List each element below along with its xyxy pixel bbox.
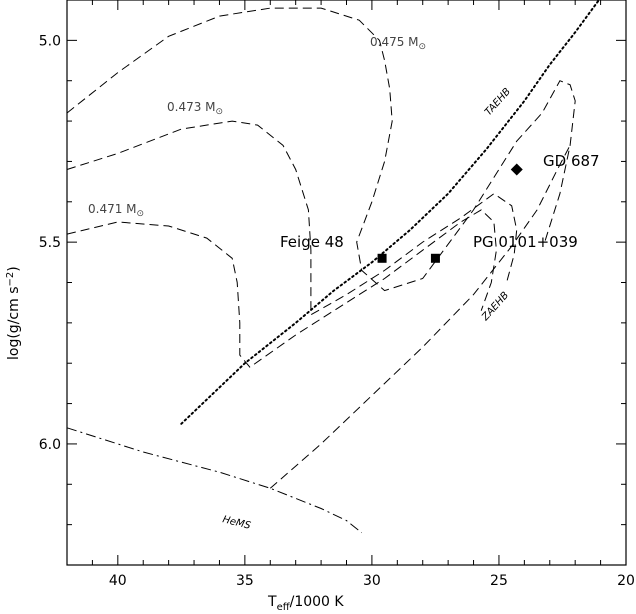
label-0475: 0.475 M⊙ bbox=[370, 35, 426, 52]
curves-layer bbox=[66, 0, 601, 534]
label-pg0101: PG 0101+039 bbox=[473, 233, 578, 251]
y-tick-label: 5.5 bbox=[39, 235, 61, 251]
point-feige-48 bbox=[377, 253, 387, 263]
curve-track-0471 bbox=[66, 209, 497, 368]
x-tick-label: 30 bbox=[363, 573, 381, 589]
label-0471: 0.471 M⊙ bbox=[88, 202, 144, 219]
label-taehb: TAEHB bbox=[483, 86, 513, 118]
plot-frame bbox=[66, 0, 627, 566]
ticks-layer: 40 35 30 25 20 5.0 5.5 6.0 bbox=[39, 0, 635, 589]
x-tick-label: 35 bbox=[236, 573, 254, 589]
point-gd-687 bbox=[510, 163, 523, 176]
curve-track-0473 bbox=[66, 120, 518, 316]
label-gd687: GD 687 bbox=[543, 152, 600, 170]
curve-ZAEHB bbox=[269, 145, 571, 489]
points-layer bbox=[377, 163, 523, 263]
curve-HeMS bbox=[66, 427, 363, 534]
x-axis-title: Teff/1000 K bbox=[267, 594, 344, 613]
curve-track-0475 bbox=[66, 7, 576, 292]
x-tick-label: 40 bbox=[109, 573, 127, 589]
label-0473: 0.473 M⊙ bbox=[167, 100, 223, 117]
curve-TAEHB bbox=[180, 0, 601, 425]
point-pg-0101-039 bbox=[430, 253, 440, 263]
y-tick-label: 5.0 bbox=[39, 33, 61, 49]
x-tick-label: 25 bbox=[490, 573, 508, 589]
y-axis-title: log(g/cm s−2) bbox=[5, 266, 22, 360]
y-tick-label: 6.0 bbox=[39, 437, 61, 453]
x-tick-label: 20 bbox=[617, 573, 635, 589]
label-zaehb: ZAEHB bbox=[479, 290, 511, 324]
label-hems: HeMS bbox=[221, 514, 252, 532]
label-feige48: Feige 48 bbox=[280, 233, 344, 251]
